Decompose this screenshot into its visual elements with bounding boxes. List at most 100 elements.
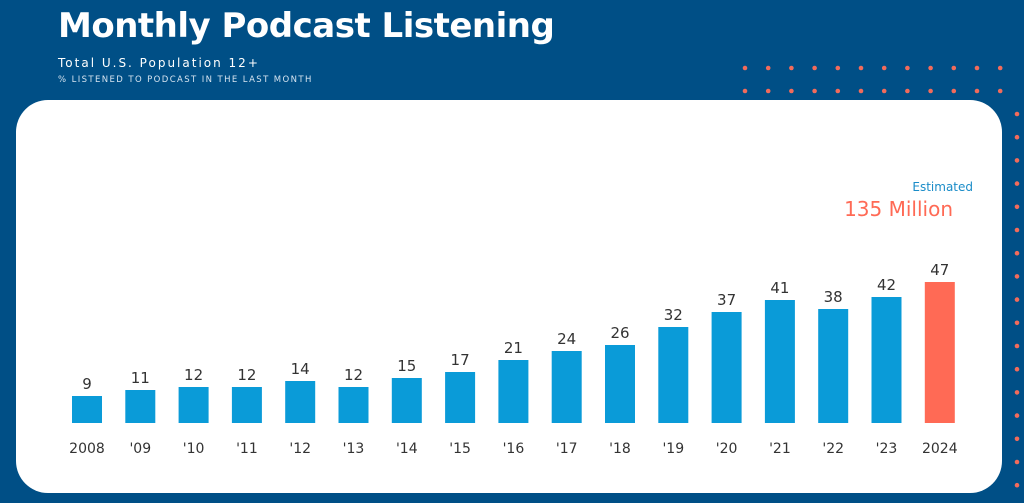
x-tick-label: '14 [396,441,418,457]
bar-18 [605,345,635,423]
decor-dot [812,65,817,71]
decor-dot [928,88,933,94]
data-label: 37 [717,291,736,309]
bar-2008 [72,396,102,423]
bar-20 [711,312,742,423]
x-tick-label: '15 [449,441,471,457]
data-label: 32 [664,306,683,324]
data-label: 12 [344,366,363,384]
bar-2024 [924,282,955,423]
bar-16 [498,360,529,423]
estimated-value: 135 Million [844,197,953,221]
decor-dot [1014,227,1020,233]
x-tick-label: '09 [129,441,151,457]
decor-dot [1014,459,1020,465]
x-tick-label: '16 [503,441,525,457]
decor-dot [1014,134,1020,140]
decor-dot [1014,158,1020,163]
data-label: 38 [824,288,843,306]
x-tick-label: 2008 [69,441,105,457]
bar-17 [551,351,582,423]
decor-dot [789,65,794,71]
decor-dot [858,88,864,94]
bar-11 [231,387,262,423]
data-label: 14 [291,360,310,378]
data-label: 11 [131,369,150,387]
data-label: 15 [397,357,416,375]
decor-dot [1014,320,1020,326]
decor-dot [1014,390,1020,395]
decor-dot [742,65,748,71]
x-tick-label: '18 [609,441,631,457]
decor-dot [765,65,771,71]
decor-dot [742,88,748,94]
chart-subtitle: Total U.S. Population 12+ [58,56,260,70]
decor-dot [1014,482,1020,488]
decor-dot [1014,111,1020,117]
bar-23 [871,297,902,423]
decor-dot [951,65,957,71]
decor-dot [765,88,771,94]
decor-dot [905,88,910,94]
x-tick-label: '12 [289,441,311,457]
x-tick-label: '20 [716,441,738,457]
bar-13 [338,387,369,423]
decor-dot [789,88,794,94]
bar-10 [178,387,209,423]
bar-09 [125,390,156,423]
chart-card [16,100,1002,493]
chart-title: Monthly Podcast Listening [58,6,555,46]
chart-subtitle-secondary: % LISTENED TO PODCAST IN THE LAST MONTH [58,75,313,85]
decor-dot [997,88,1003,94]
x-tick-label: '23 [876,441,898,457]
x-tick-label: '22 [822,441,844,457]
decor-dot [881,65,887,71]
decor-dot [881,88,887,94]
decor-dot [1014,250,1020,256]
data-label: 12 [237,366,256,384]
bar-19 [658,327,689,423]
data-label: 24 [557,330,576,348]
decor-dot [1014,297,1020,302]
estimated-label: Estimated [912,180,973,194]
data-label: 47 [930,261,949,279]
decor-dot [974,88,980,94]
bar-15 [445,372,476,423]
data-label: 42 [877,276,896,294]
x-tick-label: '13 [343,441,365,457]
decor-dot [812,88,817,94]
bar-21 [764,300,795,423]
bar-14 [391,378,422,423]
decor-dot [858,65,864,71]
decor-dot [835,88,841,94]
decor-dot [835,65,841,71]
data-label: 21 [504,339,523,357]
decor-dot [1014,181,1020,186]
x-tick-label: '10 [183,441,205,457]
decor-dot [928,65,933,71]
decor-dot [1014,436,1020,442]
bar-22 [818,309,849,423]
data-label: 26 [610,324,629,342]
decor-dot [1014,413,1020,418]
decor-dot [1014,274,1020,279]
x-tick-label: '11 [236,441,258,457]
data-label: 17 [451,351,470,369]
x-tick-label: '19 [662,441,684,457]
x-tick-label: 2024 [922,441,958,457]
decor-dot [1014,204,1020,210]
decor-dot [974,65,980,71]
decor-dot [997,65,1003,71]
data-label: 9 [82,375,92,393]
x-tick-label: '21 [769,441,791,457]
decor-dot [1014,366,1020,372]
x-tick-label: '17 [556,441,578,457]
decor-dot [951,88,957,94]
decor-dot [1014,343,1020,349]
data-label: 12 [184,366,203,384]
bar-12 [285,381,316,423]
data-label: 41 [770,279,789,297]
decor-dot [905,65,910,71]
